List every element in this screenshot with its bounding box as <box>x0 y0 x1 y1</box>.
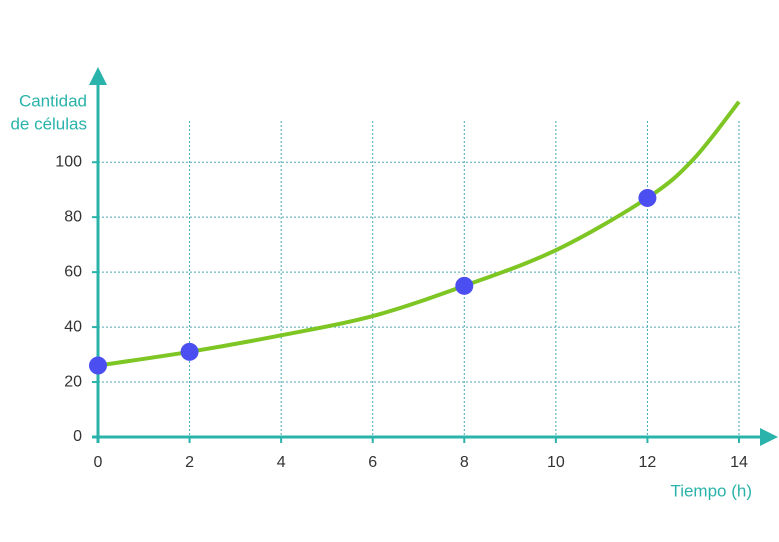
data-point <box>89 356 107 375</box>
curve <box>97 100 741 368</box>
y-tick-label: 0 <box>73 428 82 445</box>
x-tick-label: 8 <box>460 454 469 471</box>
x-tick-label: 12 <box>639 454 657 471</box>
x-tick-label: 0 <box>94 454 103 471</box>
y-tick-label: 20 <box>64 373 82 390</box>
y-tick-label: 80 <box>64 208 82 225</box>
y-tick-label: 40 <box>64 318 82 335</box>
x-tick-label: 2 <box>185 454 194 471</box>
x-tick-label: 14 <box>730 454 748 471</box>
data-point <box>180 342 199 361</box>
x-tick-label: 4 <box>277 454 286 471</box>
x-axis-arrow <box>760 428 778 446</box>
x-axis-label: Tiempo (h) <box>670 481 752 500</box>
y-axis-label: Cantidad <box>19 91 87 110</box>
y-axis-arrow <box>89 67 107 85</box>
y-tick-label: 60 <box>64 263 82 280</box>
y-tick-label: 100 <box>55 153 82 170</box>
data-point <box>455 276 474 295</box>
y-axis-label: de células <box>10 114 87 133</box>
x-tick-label: 6 <box>368 454 377 471</box>
x-tick-label: 10 <box>547 454 565 471</box>
data-point <box>638 188 657 207</box>
